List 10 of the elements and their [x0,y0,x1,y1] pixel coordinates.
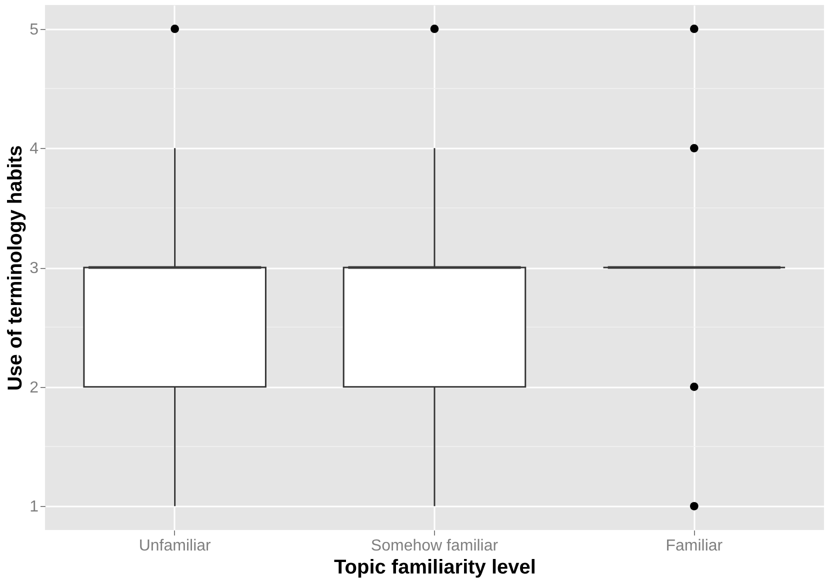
x-axis-title: Topic familiarity level [334,556,536,578]
y-tick-label: 4 [30,140,39,158]
x-tick-label: Familiar [666,538,724,554]
y-axis-title: Use of terminology habits [4,145,27,391]
y-tick-label: 3 [30,260,39,277]
x-tick-label: Somehow familiar [370,538,499,554]
y-tick-label: 5 [30,21,39,38]
y-tick-label: 1 [30,498,39,516]
x-tick-label: Unfamiliar [138,538,212,554]
y-tick-label: 2 [30,379,39,396]
